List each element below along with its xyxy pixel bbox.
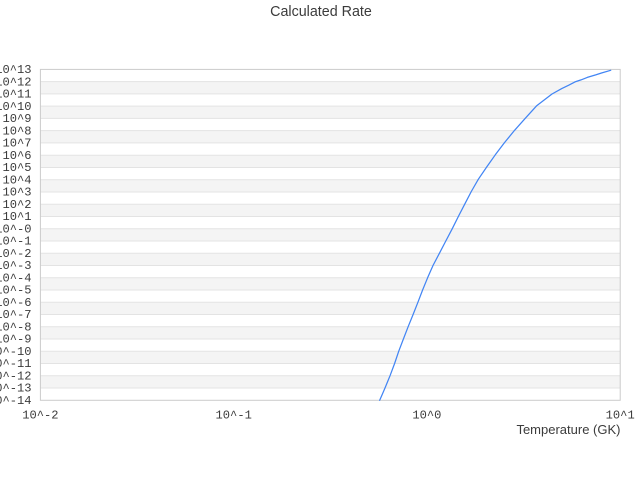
svg-text:10^1: 10^1	[606, 408, 635, 422]
svg-text:10^-5: 10^-5	[0, 284, 32, 298]
svg-text:10^-6: 10^-6	[0, 296, 32, 310]
svg-text:10^-10: 10^-10	[0, 345, 32, 359]
svg-text:10^-13: 10^-13	[0, 382, 32, 396]
svg-text:10^13: 10^13	[0, 63, 32, 77]
svg-text:10^3: 10^3	[2, 186, 31, 200]
svg-text:10^-11: 10^-11	[0, 357, 32, 371]
svg-text:10^-4: 10^-4	[0, 271, 32, 285]
svg-text:10^5: 10^5	[2, 161, 31, 175]
svg-text:10^-1: 10^-1	[216, 408, 252, 422]
svg-text:10^7: 10^7	[2, 137, 31, 151]
svg-text:10^-1: 10^-1	[0, 235, 32, 249]
svg-text:10^-3: 10^-3	[0, 259, 32, 273]
svg-text:10^6: 10^6	[2, 149, 31, 163]
svg-text:10^0: 10^0	[412, 408, 441, 422]
svg-text:Calculated Rate: Calculated Rate	[270, 4, 372, 20]
svg-text:10^9: 10^9	[2, 112, 31, 126]
svg-text:10^-2: 10^-2	[22, 408, 58, 422]
svg-text:10^2: 10^2	[2, 198, 31, 212]
svg-text:10^8: 10^8	[2, 124, 31, 138]
svg-text:10^-12: 10^-12	[0, 369, 32, 383]
svg-text:10^4: 10^4	[2, 173, 31, 187]
svg-text:10^-14: 10^-14	[0, 394, 32, 408]
svg-text:10^-0: 10^-0	[0, 222, 32, 236]
svg-text:Temperature (GK): Temperature (GK)	[516, 422, 620, 437]
svg-text:10^-8: 10^-8	[0, 320, 32, 334]
svg-text:10^1: 10^1	[2, 210, 31, 224]
svg-text:10^11: 10^11	[0, 88, 32, 102]
svg-text:10^-7: 10^-7	[0, 308, 32, 322]
svg-text:10^12: 10^12	[0, 75, 32, 89]
svg-text:10^-2: 10^-2	[0, 247, 32, 261]
svg-text:10^10: 10^10	[0, 100, 32, 114]
svg-text:10^-9: 10^-9	[0, 333, 32, 347]
